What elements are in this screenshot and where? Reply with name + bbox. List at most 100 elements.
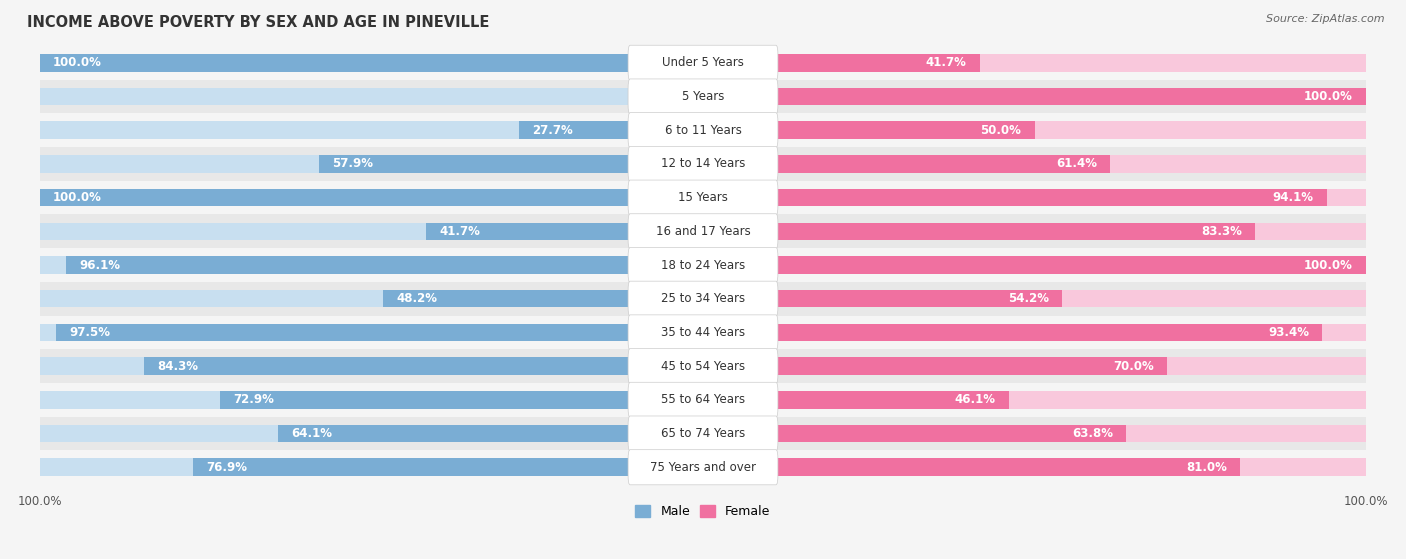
Text: 27.7%: 27.7%	[533, 124, 574, 137]
Bar	[703, 189, 1367, 206]
Text: 54.2%: 54.2%	[1008, 292, 1049, 305]
Bar	[703, 222, 1367, 240]
Text: 48.2%: 48.2%	[396, 292, 437, 305]
Text: 25 to 34 Years: 25 to 34 Years	[661, 292, 745, 305]
Bar	[39, 113, 1367, 147]
Bar	[39, 189, 703, 206]
Text: 35 to 44 Years: 35 to 44 Years	[661, 326, 745, 339]
FancyBboxPatch shape	[628, 79, 778, 114]
Text: 41.7%: 41.7%	[440, 225, 481, 238]
FancyBboxPatch shape	[628, 214, 778, 249]
Bar	[703, 425, 1126, 442]
Bar	[703, 88, 1367, 105]
Text: 15 Years: 15 Years	[678, 191, 728, 204]
Text: 0.0%: 0.0%	[657, 90, 690, 103]
Bar	[703, 391, 1367, 409]
Bar	[193, 458, 703, 476]
Bar	[56, 324, 703, 341]
Bar	[703, 458, 1367, 476]
FancyBboxPatch shape	[628, 45, 778, 80]
Bar	[703, 425, 1367, 442]
Bar	[703, 54, 1367, 72]
Text: 81.0%: 81.0%	[1187, 461, 1227, 473]
Text: Under 5 Years: Under 5 Years	[662, 56, 744, 69]
Text: 70.0%: 70.0%	[1114, 359, 1154, 373]
Text: 76.9%: 76.9%	[207, 461, 247, 473]
Text: 55 to 64 Years: 55 to 64 Years	[661, 394, 745, 406]
Text: 84.3%: 84.3%	[157, 359, 198, 373]
Legend: Male, Female: Male, Female	[630, 500, 776, 523]
Bar	[39, 155, 703, 173]
Text: 12 to 14 Years: 12 to 14 Years	[661, 158, 745, 170]
Bar	[39, 215, 1367, 248]
Text: 96.1%: 96.1%	[79, 258, 120, 272]
FancyBboxPatch shape	[628, 349, 778, 383]
Bar	[703, 155, 1367, 173]
FancyBboxPatch shape	[628, 382, 778, 418]
Bar	[703, 324, 1367, 341]
Bar	[39, 147, 1367, 181]
Bar	[39, 256, 703, 274]
Text: 46.1%: 46.1%	[955, 394, 995, 406]
Bar	[39, 451, 1367, 484]
Bar	[703, 121, 1035, 139]
Bar	[703, 458, 1240, 476]
Text: 61.4%: 61.4%	[1056, 158, 1097, 170]
Bar	[39, 383, 1367, 416]
Bar	[426, 222, 703, 240]
Text: 16 and 17 Years: 16 and 17 Years	[655, 225, 751, 238]
FancyBboxPatch shape	[628, 146, 778, 182]
Text: 83.3%: 83.3%	[1201, 225, 1241, 238]
Text: 5 Years: 5 Years	[682, 90, 724, 103]
Text: 75 Years and over: 75 Years and over	[650, 461, 756, 473]
Bar	[39, 425, 703, 442]
Text: 100.0%: 100.0%	[1303, 258, 1353, 272]
Bar	[703, 357, 1367, 375]
Bar	[703, 290, 1063, 307]
Bar	[219, 391, 703, 409]
Bar	[39, 181, 1367, 215]
Bar	[703, 189, 1327, 206]
Bar	[39, 189, 703, 206]
Bar	[703, 324, 1323, 341]
Bar	[384, 290, 703, 307]
Bar	[703, 256, 1367, 274]
Text: 6 to 11 Years: 6 to 11 Years	[665, 124, 741, 137]
Bar	[39, 222, 703, 240]
FancyBboxPatch shape	[628, 248, 778, 283]
Text: 97.5%: 97.5%	[70, 326, 111, 339]
Bar	[39, 248, 1367, 282]
Bar	[519, 121, 703, 139]
Bar	[39, 282, 1367, 316]
Bar	[39, 54, 703, 72]
Bar	[66, 256, 703, 274]
FancyBboxPatch shape	[628, 113, 778, 148]
Bar	[703, 357, 1167, 375]
Bar	[319, 155, 703, 173]
Bar	[39, 391, 703, 409]
Bar	[39, 316, 1367, 349]
FancyBboxPatch shape	[628, 281, 778, 316]
Bar	[703, 290, 1367, 307]
Bar	[703, 155, 1111, 173]
Text: 63.8%: 63.8%	[1071, 427, 1112, 440]
Text: 50.0%: 50.0%	[980, 124, 1021, 137]
Bar	[39, 349, 1367, 383]
Bar	[39, 357, 703, 375]
Bar	[703, 88, 1367, 105]
Text: 64.1%: 64.1%	[291, 427, 332, 440]
Bar	[39, 88, 703, 105]
FancyBboxPatch shape	[628, 315, 778, 350]
Text: 41.7%: 41.7%	[925, 56, 966, 69]
Bar	[39, 46, 1367, 79]
Bar	[39, 79, 1367, 113]
Text: 57.9%: 57.9%	[332, 158, 373, 170]
Bar	[703, 222, 1256, 240]
Text: INCOME ABOVE POVERTY BY SEX AND AGE IN PINEVILLE: INCOME ABOVE POVERTY BY SEX AND AGE IN P…	[27, 15, 489, 30]
Text: 94.1%: 94.1%	[1272, 191, 1313, 204]
Bar	[143, 357, 703, 375]
FancyBboxPatch shape	[628, 180, 778, 215]
Text: 72.9%: 72.9%	[233, 394, 274, 406]
Text: 100.0%: 100.0%	[53, 56, 103, 69]
Text: 100.0%: 100.0%	[1303, 90, 1353, 103]
